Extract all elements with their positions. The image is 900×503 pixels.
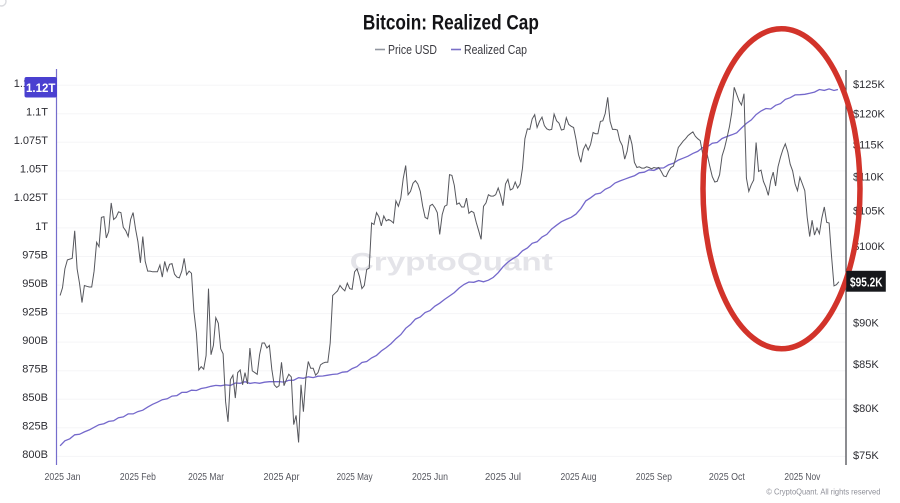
svg-text:$100K: $100K xyxy=(853,241,885,253)
svg-text:1T: 1T xyxy=(35,221,48,233)
svg-text:2025 Jan: 2025 Jan xyxy=(45,472,81,483)
svg-text:$120K: $120K xyxy=(853,109,885,121)
svg-text:Price USD: Price USD xyxy=(388,43,437,57)
svg-text:2025 Sep: 2025 Sep xyxy=(636,472,672,483)
svg-text:$80K: $80K xyxy=(853,403,879,415)
svg-text:975B: 975B xyxy=(22,249,48,261)
svg-text:$115K: $115K xyxy=(853,139,885,151)
svg-text:875B: 875B xyxy=(22,364,48,376)
svg-text:2025 Jul: 2025 Jul xyxy=(485,472,521,483)
svg-text:1.075T: 1.075T xyxy=(14,135,49,147)
svg-text:2025 Apr: 2025 Apr xyxy=(264,472,301,483)
svg-text:Bitcoin: Realized Cap: Bitcoin: Realized Cap xyxy=(363,12,539,35)
svg-text:800B: 800B xyxy=(22,449,48,461)
svg-text:$90K: $90K xyxy=(853,318,879,330)
svg-text:1.025T: 1.025T xyxy=(14,192,49,204)
svg-text:© CryptoQuant. All rights rese: © CryptoQuant. All rights reserved xyxy=(766,487,880,497)
svg-text:2025 Aug: 2025 Aug xyxy=(561,472,597,483)
svg-text:Realized Cap: Realized Cap xyxy=(464,43,527,57)
svg-text:825B: 825B xyxy=(22,421,48,433)
svg-text:950B: 950B xyxy=(22,278,48,290)
svg-text:$125K: $125K xyxy=(853,79,885,91)
svg-text:1.12T: 1.12T xyxy=(26,83,55,95)
svg-text:925B: 925B xyxy=(22,306,48,318)
svg-text:$75K: $75K xyxy=(853,450,879,462)
svg-text:2025 Jun: 2025 Jun xyxy=(412,472,448,483)
svg-text:900B: 900B xyxy=(22,335,48,347)
svg-text:1.05T: 1.05T xyxy=(20,164,48,176)
svg-text:$95.2K: $95.2K xyxy=(850,276,883,290)
svg-text:850B: 850B xyxy=(22,392,48,404)
svg-text:2025 Oct: 2025 Oct xyxy=(709,472,745,483)
svg-text:1.1T: 1.1T xyxy=(26,107,48,119)
svg-text:2025 Mar: 2025 Mar xyxy=(188,472,225,483)
svg-text:$85K: $85K xyxy=(853,359,879,371)
svg-text:2025 Nov: 2025 Nov xyxy=(784,472,820,483)
svg-text:2025 Feb: 2025 Feb xyxy=(120,472,156,483)
svg-text:2025 May: 2025 May xyxy=(337,472,373,483)
svg-text:CryptoQuant: CryptoQuant xyxy=(350,249,554,277)
